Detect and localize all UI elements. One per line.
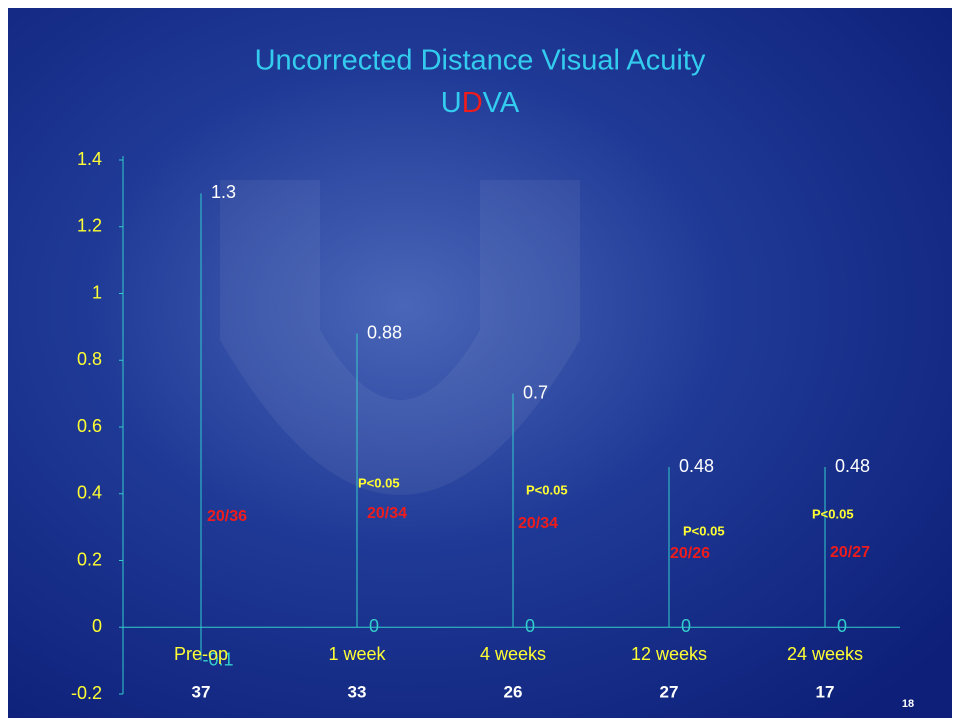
snellen-label: 20/27 (830, 544, 870, 561)
y-tick-label: 1 (92, 282, 102, 302)
value-label: 0 (837, 616, 847, 636)
value-label: 0 (525, 616, 535, 636)
value-label: 0.48 (835, 456, 870, 476)
background (8, 8, 952, 718)
y-tick-label: 1.4 (77, 149, 102, 169)
value-label: -0.1 (202, 649, 233, 669)
snellen-label: 20/36 (207, 508, 247, 525)
y-tick-label: -0.2 (71, 683, 102, 703)
x-tick-label: 12 weeks (631, 644, 707, 664)
y-tick-label: 0.8 (77, 349, 102, 369)
chart-subtitle: UDVA (441, 87, 520, 119)
count-label: 26 (504, 682, 523, 701)
chart-title: Uncorrected Distance Visual Acuity (255, 45, 706, 77)
y-tick-label: 1.2 (77, 216, 102, 236)
y-tick-label: 0 (92, 616, 102, 636)
x-tick-label: 1 week (328, 644, 386, 664)
subtitle-part: D (462, 87, 483, 119)
subtitle-part: U (441, 87, 462, 119)
y-tick-label: 0.4 (77, 483, 102, 503)
snellen-label: 20/34 (367, 505, 407, 522)
page-number: 18 (902, 698, 914, 710)
watermark (220, 180, 580, 495)
value-label: 1.3 (211, 182, 236, 202)
snellen-label: 20/34 (518, 515, 558, 532)
p-value-label: P<0.05 (812, 506, 854, 521)
value-label: 0 (369, 616, 379, 636)
subtitle-part: VA (483, 87, 520, 119)
y-tick-label: 0.6 (77, 416, 102, 436)
value-label: 0 (681, 616, 691, 636)
x-tick-label: 24 weeks (787, 644, 863, 664)
count-label: 37 (192, 682, 211, 701)
value-label: 0.7 (523, 382, 548, 402)
y-tick-label: 0.2 (77, 549, 102, 569)
x-tick-label: Pre-op (174, 644, 228, 664)
value-label: 0.48 (679, 456, 714, 476)
count-label: 27 (660, 682, 679, 701)
x-tick-label: 4 weeks (480, 644, 546, 664)
count-label: 33 (348, 682, 367, 701)
value-label: 0.88 (367, 322, 402, 342)
p-value-label: P<0.05 (683, 523, 725, 538)
p-value-label: P<0.05 (526, 482, 568, 497)
snellen-label: 20/26 (670, 545, 710, 562)
count-label: 17 (816, 682, 835, 701)
p-value-label: P<0.05 (358, 475, 400, 490)
